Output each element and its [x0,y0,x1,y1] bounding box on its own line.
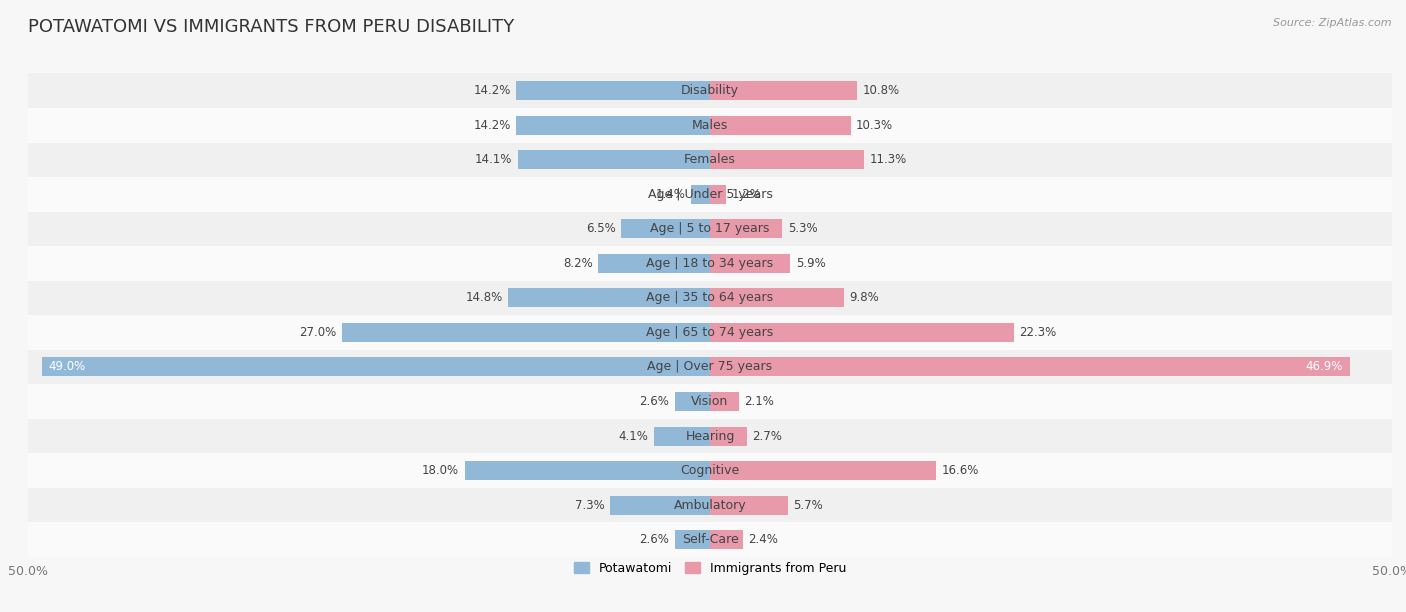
Bar [710,427,747,446]
Bar [690,185,710,204]
Bar [28,143,1392,177]
Text: Age | 18 to 34 years: Age | 18 to 34 years [647,257,773,270]
Bar [508,288,710,307]
Bar [28,108,1392,143]
Bar [710,357,1350,376]
Text: 2.6%: 2.6% [640,533,669,546]
Bar [28,212,1392,246]
Bar [710,151,865,170]
Text: 18.0%: 18.0% [422,464,460,477]
Text: 9.8%: 9.8% [849,291,879,304]
Bar [28,73,1392,108]
Text: Age | 5 to 17 years: Age | 5 to 17 years [651,222,769,236]
Text: POTAWATOMI VS IMMIGRANTS FROM PERU DISABILITY: POTAWATOMI VS IMMIGRANTS FROM PERU DISAB… [28,18,515,36]
Text: Vision: Vision [692,395,728,408]
Bar [517,151,710,170]
Text: 22.3%: 22.3% [1019,326,1057,339]
Text: 14.8%: 14.8% [465,291,503,304]
Text: 2.4%: 2.4% [748,533,778,546]
Bar [28,281,1392,315]
Bar [598,254,710,273]
Text: Hearing: Hearing [685,430,735,442]
Text: 10.8%: 10.8% [863,84,900,97]
Bar [710,288,844,307]
Text: 5.9%: 5.9% [796,257,825,270]
Text: Males: Males [692,119,728,132]
Text: Disability: Disability [681,84,740,97]
Text: Source: ZipAtlas.com: Source: ZipAtlas.com [1274,18,1392,28]
Text: Age | 65 to 74 years: Age | 65 to 74 years [647,326,773,339]
Text: Ambulatory: Ambulatory [673,499,747,512]
Bar [28,384,1392,419]
Text: 14.2%: 14.2% [474,119,510,132]
Text: 1.2%: 1.2% [733,188,762,201]
Bar [28,349,1392,384]
Bar [342,323,710,342]
Text: Age | 35 to 64 years: Age | 35 to 64 years [647,291,773,304]
Text: 27.0%: 27.0% [299,326,336,339]
Bar [710,116,851,135]
Text: 7.3%: 7.3% [575,499,605,512]
Text: 5.7%: 5.7% [793,499,823,512]
Text: 2.1%: 2.1% [744,395,773,408]
Bar [28,419,1392,453]
Text: Age | Under 5 years: Age | Under 5 years [648,188,772,201]
Text: 1.4%: 1.4% [655,188,686,201]
Text: 5.3%: 5.3% [787,222,817,236]
Text: 16.6%: 16.6% [942,464,979,477]
Text: 14.2%: 14.2% [474,84,510,97]
Text: Cognitive: Cognitive [681,464,740,477]
Bar [42,357,710,376]
Bar [675,530,710,549]
Text: 2.6%: 2.6% [640,395,669,408]
Bar [28,488,1392,523]
Text: 8.2%: 8.2% [562,257,593,270]
Bar [28,246,1392,281]
Bar [516,116,710,135]
Text: 6.5%: 6.5% [586,222,616,236]
Text: 4.1%: 4.1% [619,430,648,442]
Text: 2.7%: 2.7% [752,430,782,442]
Bar [710,496,787,515]
Bar [710,81,858,100]
Bar [464,461,710,480]
Text: 49.0%: 49.0% [49,360,86,373]
Bar [28,523,1392,557]
Legend: Potawatomi, Immigrants from Peru: Potawatomi, Immigrants from Peru [569,557,851,580]
Bar [621,219,710,238]
Text: 46.9%: 46.9% [1305,360,1343,373]
Bar [28,315,1392,349]
Bar [28,453,1392,488]
Bar [654,427,710,446]
Bar [710,461,936,480]
Text: 10.3%: 10.3% [856,119,893,132]
Bar [710,254,790,273]
Text: Self-Care: Self-Care [682,533,738,546]
Text: 14.1%: 14.1% [475,153,512,166]
Bar [710,185,727,204]
Bar [28,177,1392,212]
Bar [610,496,710,515]
Text: Females: Females [685,153,735,166]
Text: 11.3%: 11.3% [869,153,907,166]
Bar [675,392,710,411]
Text: Age | Over 75 years: Age | Over 75 years [648,360,772,373]
Bar [710,392,738,411]
Bar [516,81,710,100]
Bar [710,323,1014,342]
Bar [710,219,782,238]
Bar [710,530,742,549]
